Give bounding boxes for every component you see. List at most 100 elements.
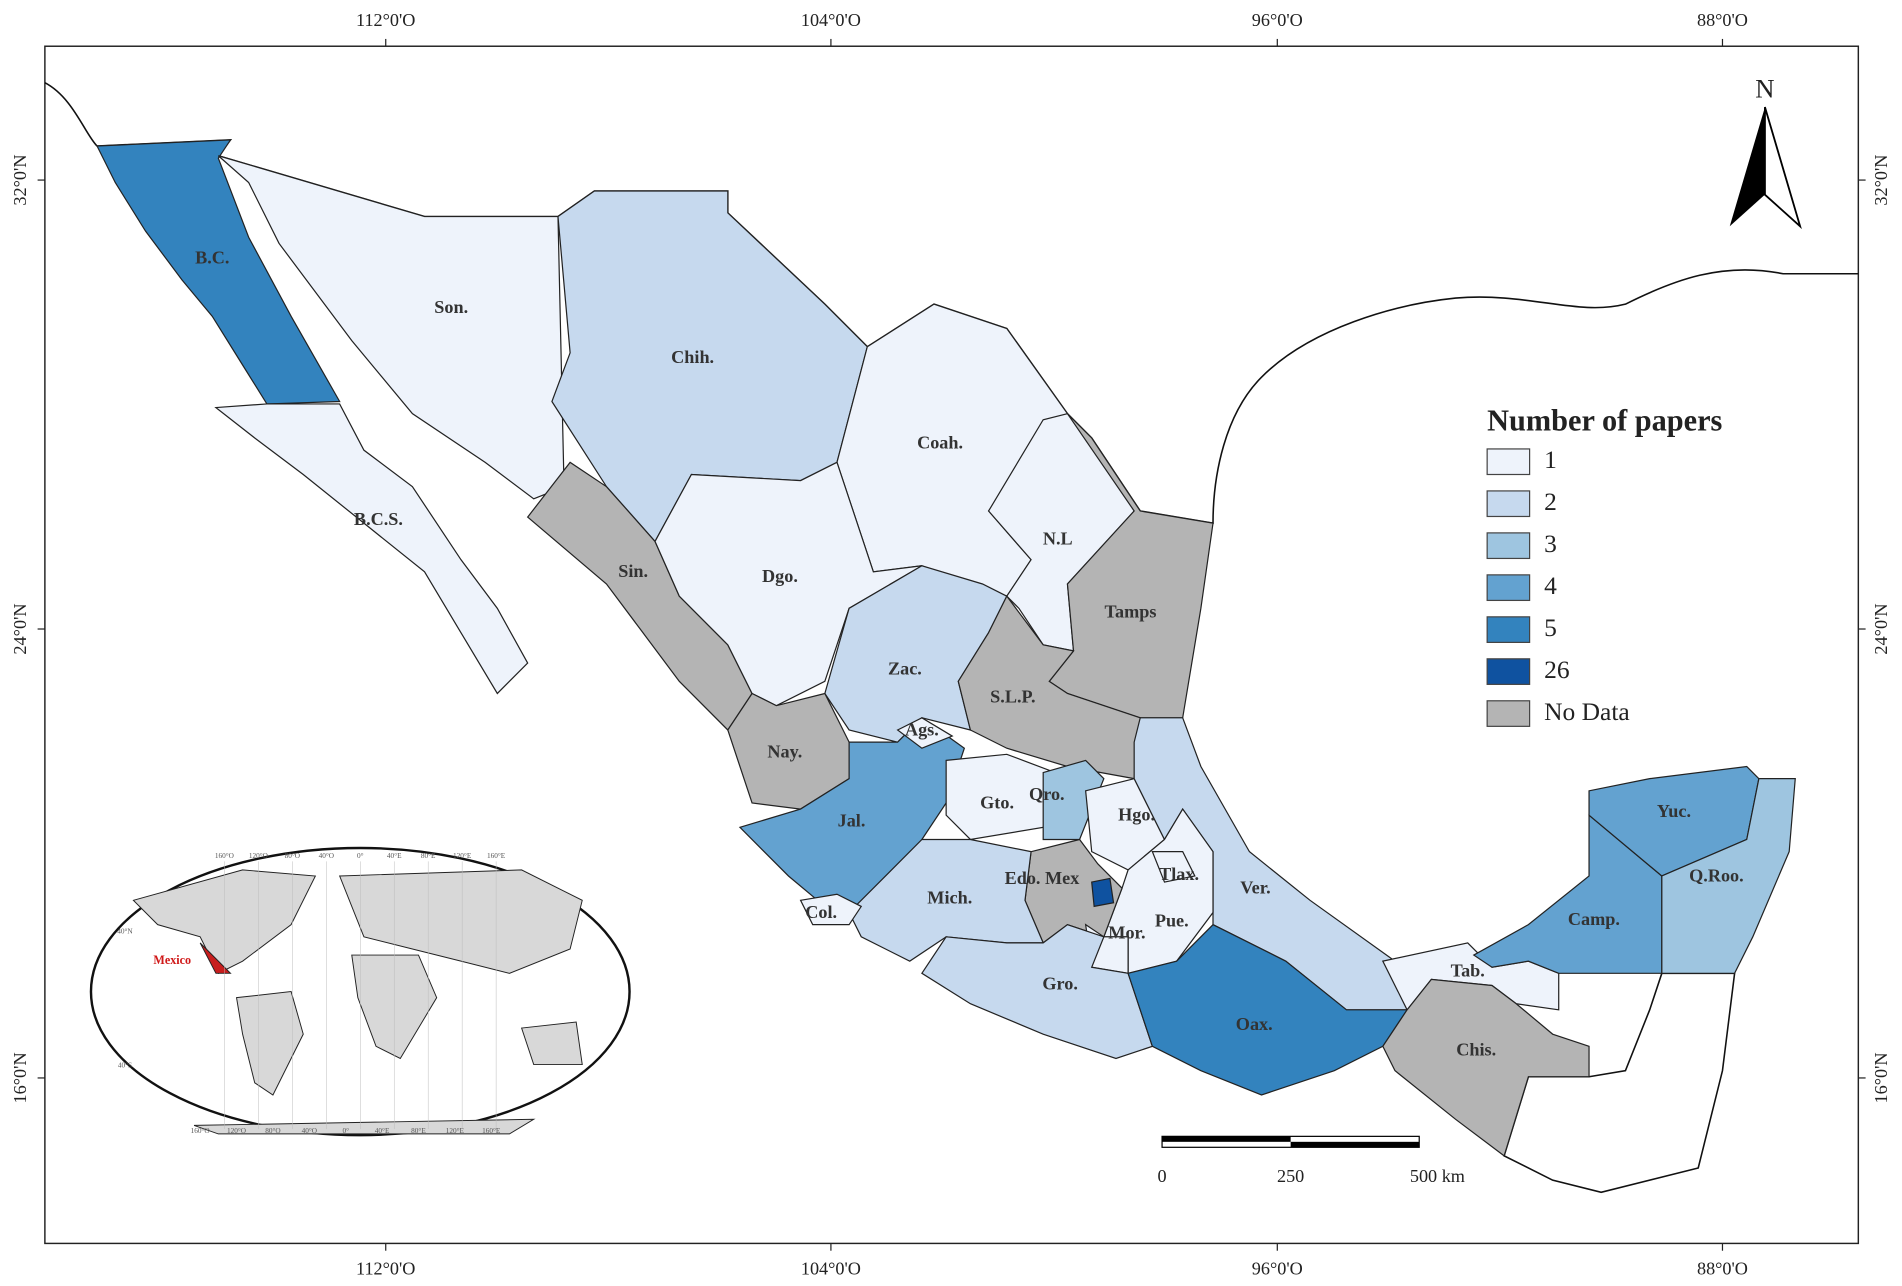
states: [96, 139, 1796, 1157]
state-label: Chih.: [671, 347, 714, 367]
inset-label: Mexico: [153, 953, 191, 967]
legend-swatch: [1486, 574, 1531, 602]
state-label: B.C.: [195, 247, 229, 267]
state: [896, 717, 954, 749]
state-label: Mor.: [1108, 923, 1145, 943]
state-label: Sin.: [618, 561, 648, 581]
inset-lon-label: 40°E: [387, 852, 402, 860]
inset-lon-label: 120°O: [249, 852, 268, 860]
state: [1661, 778, 1796, 974]
state-label: Pue.: [1155, 910, 1189, 930]
legend-label: 2: [1544, 487, 1557, 516]
state-label: Ags.: [905, 719, 939, 739]
inset-lon-label: 0°: [357, 852, 364, 860]
inset-lon-label: 80°O: [285, 852, 300, 860]
lon-label: 88°0'O: [1697, 1258, 1748, 1278]
arrow-right: [1764, 106, 1802, 230]
lat-label: 32°0'N: [10, 154, 30, 205]
inset-lon-label: 160°E: [482, 1127, 501, 1135]
inset-lon-label: 80°E: [421, 852, 436, 860]
legend-swatch: [1486, 448, 1531, 476]
inset-lon-label: 160°O: [191, 1127, 210, 1135]
state-label: Chis.: [1456, 1039, 1496, 1059]
lon-label: 104°0'O: [801, 1258, 861, 1278]
state-label: Tamps: [1105, 601, 1157, 621]
legend-label: 4: [1544, 571, 1557, 600]
state-label: Gro.: [1042, 974, 1078, 994]
state-label: Tab.: [1451, 960, 1485, 980]
state-label: Coah.: [917, 432, 963, 452]
inset-lon-label: 40°E: [375, 1127, 390, 1135]
inset-lat-label: 40°N: [117, 928, 133, 936]
state-label: Jal.: [838, 811, 866, 831]
legend-swatch: [1486, 532, 1531, 560]
state-label: Col.: [805, 902, 837, 922]
lon-label: 96°0'O: [1252, 1258, 1303, 1278]
legend-label: 26: [1544, 655, 1569, 684]
state-label: Mich.: [927, 887, 972, 907]
lat-label: 24°0'N: [10, 603, 30, 654]
state-label: S.L.P.: [990, 687, 1035, 707]
state: [799, 893, 863, 926]
state-label: Hgo.: [1118, 805, 1155, 825]
scale-label: 0: [1158, 1166, 1167, 1186]
state-labels: B.C. B.C.S. Son. Chih. Coah. N.L Tamps S…: [195, 247, 1744, 1059]
state-label: Nay.: [767, 741, 802, 761]
inset-eurasia: [338, 869, 583, 974]
state-label: Q.Roo.: [1689, 865, 1744, 885]
state-label: Qro.: [1029, 784, 1065, 804]
state-label: Son.: [434, 297, 468, 317]
inset-mexico: [199, 942, 232, 974]
state-label: N.L: [1043, 528, 1073, 548]
scale-segment: [1162, 1136, 1291, 1142]
state-label: Zac.: [888, 659, 922, 679]
lon-label: 88°0'O: [1697, 10, 1748, 30]
legend-swatch: [1486, 490, 1531, 518]
legend-swatch: [1486, 658, 1531, 685]
lat-label: 32°0'N: [1871, 154, 1891, 205]
inset-south-america: [235, 991, 304, 1096]
state-label: Dgo.: [762, 566, 798, 586]
graticule-labels: 112°0'O 104°0'O 96°0'O 88°0'O 112°0'O 104°0'O…: [10, 10, 1891, 1278]
state-label: Gto.: [980, 792, 1014, 812]
inset-antarctica: [193, 1118, 536, 1135]
north-label: N: [1755, 73, 1774, 103]
legend-title: Number of papers: [1487, 403, 1722, 437]
inset-lon-label: 120°O: [227, 1127, 246, 1135]
state-label: Tlax.: [1159, 864, 1199, 884]
lat-label: 16°0'N: [1871, 1052, 1891, 1103]
arrow-left: [1729, 107, 1765, 227]
state: [1382, 978, 1590, 1157]
lon-label: 112°0'O: [356, 1258, 415, 1278]
lon-label: 104°0'O: [801, 10, 861, 30]
state: [1151, 851, 1196, 883]
inset-lon-label: 160°E: [487, 852, 506, 860]
lon-label: 96°0'O: [1252, 10, 1303, 30]
north-arrow: N: [1729, 73, 1802, 230]
legend: Number of papers 1 2 3 4 5 26 No Data: [1486, 403, 1723, 727]
inset-lon-label: 120°E: [446, 1127, 465, 1135]
inset-lon-label: 40°O: [319, 852, 334, 860]
inset-lat-label: 40°S: [118, 1061, 132, 1069]
lon-label: 112°0'O: [356, 10, 415, 30]
scale-segment: [1290, 1141, 1420, 1148]
scale-label: 500 km: [1410, 1166, 1465, 1186]
state-label: Oax.: [1236, 1014, 1273, 1034]
legend-swatch: [1486, 700, 1531, 727]
inset-lon-label: 120°E: [453, 852, 472, 860]
state: [1091, 877, 1115, 908]
state-label: Camp.: [1568, 909, 1620, 929]
state-label: B.C.S.: [354, 509, 403, 529]
legend-label: No Data: [1544, 697, 1630, 726]
legend-label: 5: [1544, 613, 1557, 642]
scale-bar: 0 250 500 km: [1158, 1135, 1465, 1186]
legend-label: 3: [1544, 529, 1557, 558]
legend-swatch: [1486, 616, 1531, 643]
state: [217, 155, 565, 500]
inset-lon-label: 80°O: [265, 1127, 280, 1135]
inset-australia: [520, 1021, 583, 1066]
inset-lon-label: 160°O: [215, 852, 234, 860]
lat-label: 24°0'N: [1871, 603, 1891, 654]
